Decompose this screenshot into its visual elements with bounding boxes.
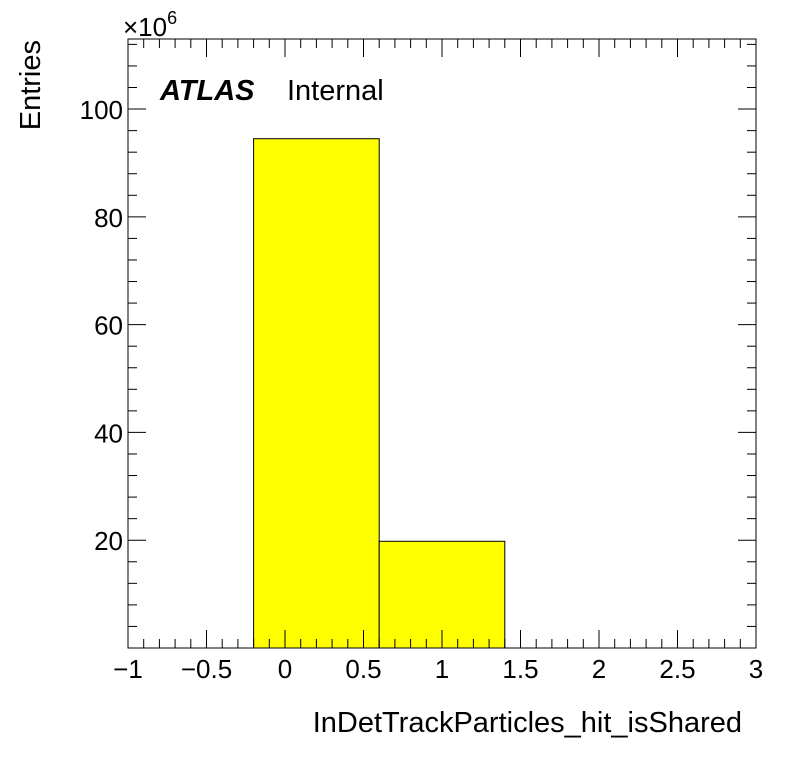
y-tick-label: 100 — [80, 95, 123, 125]
internal-label: Internal — [287, 75, 384, 107]
bars-layer — [253, 138, 506, 649]
y-axis-multiplier: ×106 — [123, 8, 177, 42]
x-axis-label: InDetTrackParticles_hit_isShared — [313, 707, 742, 739]
y-tick-label: 60 — [94, 311, 123, 341]
x-tick-label: 1.5 — [502, 654, 538, 684]
y-axis-label: Entries — [15, 40, 47, 130]
x-tick-label: 0.5 — [345, 654, 381, 684]
y-tick-label: 80 — [94, 203, 123, 233]
x-tick-label: 2 — [592, 654, 606, 684]
atlas-label: ATLAS — [159, 75, 255, 107]
x-tick-label: −0.5 — [181, 654, 232, 684]
ticks-layer — [127, 39, 757, 648]
x-tick-label: 1 — [435, 654, 449, 684]
x-tick-label: 2.5 — [659, 654, 695, 684]
histogram-bar-0 — [253, 138, 380, 649]
tick-labels-layer: −1 −0.5 0 0.5 1 1.5 2 2.5 3 20 40 60 80 100 — [80, 95, 764, 684]
y-tick-label: 40 — [94, 418, 123, 448]
x-tick-label: −1 — [113, 654, 143, 684]
y-tick-label: 20 — [94, 526, 123, 556]
x-tick-label: 3 — [749, 654, 763, 684]
x-tick-label: 0 — [278, 654, 292, 684]
